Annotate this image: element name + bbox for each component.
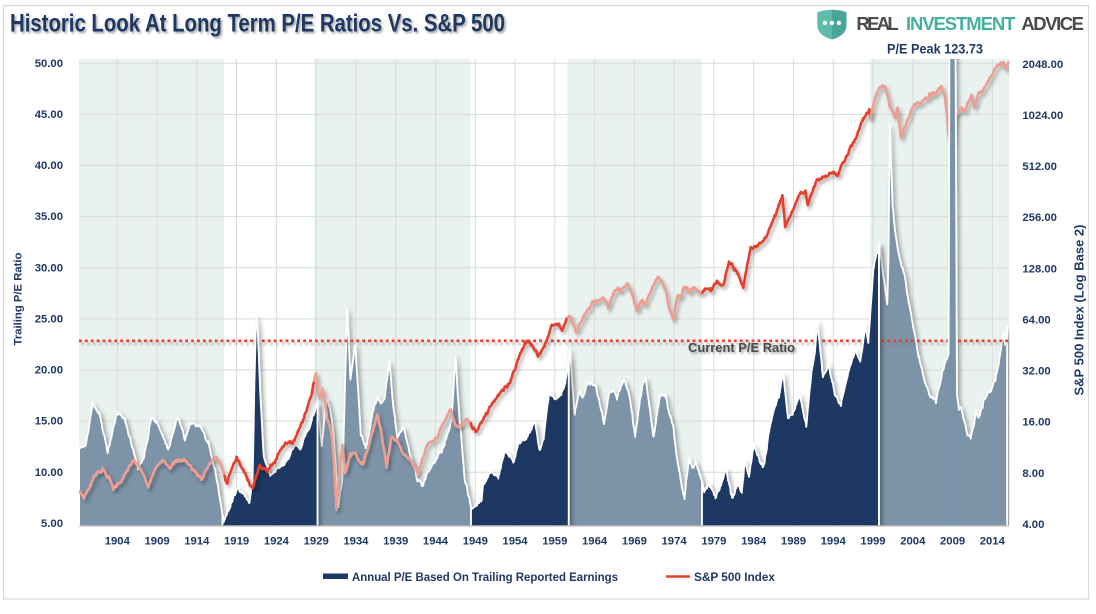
svg-text:1919: 1919 [224,535,249,547]
svg-text:1959: 1959 [542,535,567,547]
svg-text:25.00: 25.00 [35,314,63,326]
svg-text:P/E Peak 123.73: P/E Peak 123.73 [887,42,983,57]
svg-text:Historic Look At Long Term P/E: Historic Look At Long Term P/E Ratios Vs… [10,10,505,38]
svg-text:Current P/E Ratio: Current P/E Ratio [688,340,795,355]
svg-text:ADVICE: ADVICE [1021,13,1084,34]
svg-text:1969: 1969 [622,535,647,547]
svg-text:2014: 2014 [980,535,1006,547]
svg-text:45.00: 45.00 [35,109,63,121]
svg-text:16.00: 16.00 [1022,417,1050,429]
svg-text:40.00: 40.00 [35,160,63,172]
svg-text:1929: 1929 [304,535,329,547]
svg-text:1984: 1984 [741,535,767,547]
svg-text:20.00: 20.00 [35,365,63,377]
svg-text:1909: 1909 [145,535,170,547]
svg-text:2009: 2009 [940,535,965,547]
svg-text:1934: 1934 [343,535,369,547]
svg-text:REAL: REAL [856,13,898,34]
svg-text:8.00: 8.00 [1022,468,1044,480]
svg-text:10.00: 10.00 [35,467,63,479]
svg-text:30.00: 30.00 [35,262,63,274]
svg-text:S&P 500 Index: S&P 500 Index [694,570,775,584]
svg-text:1944: 1944 [423,535,449,547]
svg-text:1949: 1949 [463,535,488,547]
svg-text:INVESTMENT: INVESTMENT [906,13,1016,34]
svg-text:1904: 1904 [105,535,131,547]
svg-text:1914: 1914 [184,535,210,547]
svg-text:1979: 1979 [701,535,726,547]
svg-text:1964: 1964 [582,535,608,547]
svg-text:2004: 2004 [900,535,926,547]
svg-text:1994: 1994 [821,535,847,547]
svg-text:1999: 1999 [860,535,885,547]
svg-text:1989: 1989 [781,535,806,547]
svg-text:32.00: 32.00 [1022,366,1050,378]
svg-text:4.00: 4.00 [1022,519,1044,531]
svg-text:1924: 1924 [264,535,290,547]
svg-text:1939: 1939 [383,535,408,547]
svg-text:512.00: 512.00 [1022,161,1057,173]
svg-text:15.00: 15.00 [35,416,63,428]
svg-text:1954: 1954 [502,535,528,547]
svg-text:50.00: 50.00 [35,58,63,70]
svg-text:Trailing P/E Ratio: Trailing P/E Ratio [13,252,25,345]
svg-text:128.00: 128.00 [1022,263,1057,275]
svg-text:5.00: 5.00 [41,518,63,530]
svg-text:256.00: 256.00 [1022,212,1057,224]
svg-text:35.00: 35.00 [35,211,63,223]
svg-text:1974: 1974 [662,535,688,547]
svg-text:1024.00: 1024.00 [1022,110,1063,122]
svg-text:S&P 500 Index (Log Base 2): S&P 500 Index (Log Base 2) [1072,225,1087,396]
svg-text:Annual P/E Based On Trailing R: Annual P/E Based On Trailing Reported Ea… [352,570,618,584]
svg-text:64.00: 64.00 [1022,315,1050,327]
svg-text:2048.00: 2048.00 [1022,59,1063,71]
